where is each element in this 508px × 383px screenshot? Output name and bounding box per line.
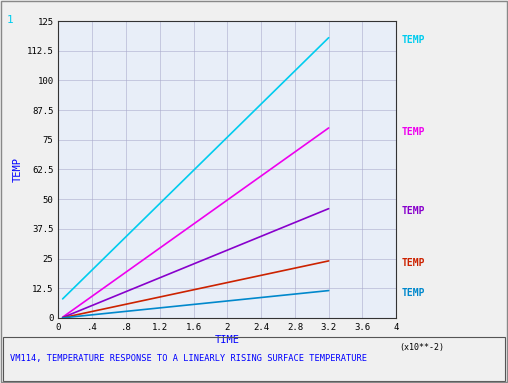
Text: TEMP: TEMP: [401, 206, 425, 216]
Text: TEMP: TEMP: [401, 258, 425, 268]
Text: TEMP: TEMP: [401, 288, 425, 298]
Y-axis label: TEMP: TEMP: [13, 157, 22, 182]
Text: 1: 1: [7, 15, 13, 25]
Text: (x10**-2): (x10**-2): [400, 343, 444, 352]
Text: TEMP: TEMP: [401, 128, 425, 137]
Bar: [3, 337, 505, 381]
Text: VM114, TEMPERATURE RESPONSE TO A LINEARLY RISING SURFACE TEMPERATURE: VM114, TEMPERATURE RESPONSE TO A LINEARL…: [10, 354, 367, 363]
X-axis label: TIME: TIME: [215, 334, 240, 345]
Text: TEMP: TEMP: [401, 35, 425, 45]
